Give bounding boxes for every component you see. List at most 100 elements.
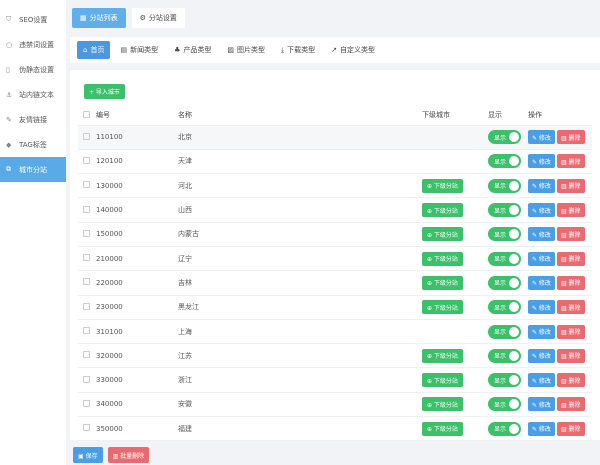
- delete-button[interactable]: ▥ 删除: [556, 275, 585, 290]
- show-toggle[interactable]: 显示: [488, 203, 522, 218]
- show-toggle[interactable]: 显示: [488, 130, 522, 145]
- delete-button[interactable]: ▥ 删除: [556, 251, 585, 266]
- sub-site-button[interactable]: ⊕ 下级分站: [422, 348, 463, 363]
- edit-button[interactable]: ✎ 修改: [528, 178, 555, 193]
- tab-0[interactable]: ▦ 分站列表: [72, 8, 126, 28]
- city-name: 江苏: [178, 343, 422, 369]
- sub-site-button[interactable]: ⊕ 下级分站: [422, 227, 463, 242]
- delete-button[interactable]: ▥ 删除: [556, 397, 585, 412]
- row-checkbox[interactable]: [83, 254, 90, 262]
- sub-site-button[interactable]: ⊕ 下级分站: [422, 373, 463, 388]
- row-checkbox[interactable]: [83, 399, 90, 407]
- show-toggle[interactable]: 显示: [488, 251, 522, 266]
- city-id: 120100: [96, 149, 178, 175]
- delete-button[interactable]: ▥ 删除: [556, 421, 585, 436]
- batch-delete-button[interactable]: ▥ 批量删除: [107, 447, 150, 463]
- city-name: 山西: [178, 197, 422, 223]
- edit-button[interactable]: ✎ 修改: [528, 421, 555, 436]
- row-checkbox[interactable]: [83, 375, 90, 383]
- show-toggle[interactable]: 显示: [488, 227, 522, 242]
- edit-button[interactable]: ✎ 修改: [528, 324, 555, 339]
- row-checkbox[interactable]: [83, 181, 90, 189]
- city-name: 浙江: [178, 367, 422, 393]
- show-toggle[interactable]: 显示: [488, 178, 522, 193]
- table-row: 320000 江苏 ⊕ 下级分站 显示 ✎ 修改 ▥ 删除: [78, 343, 592, 369]
- edit-button[interactable]: ✎ 修改: [528, 154, 555, 169]
- import-city-button[interactable]: + 导入城市: [84, 84, 125, 99]
- edit-button[interactable]: ✎ 修改: [528, 227, 555, 242]
- show-toggle[interactable]: 显示: [488, 397, 522, 412]
- sidebar-item-5[interactable]: ◆ TAG标签: [0, 132, 66, 157]
- sidebar-item-label: SEO设置: [19, 15, 48, 24]
- table-row: 210000 辽宁 ⊕ 下级分站 显示 ✎ 修改 ▥ 删除: [78, 246, 592, 272]
- subtab-2[interactable]: ♣ 产品类型: [168, 41, 217, 59]
- delete-button[interactable]: ▥ 删除: [556, 178, 585, 193]
- subtab-1[interactable]: ▤ 新闻类型: [114, 41, 164, 59]
- edit-button[interactable]: ✎ 修改: [528, 397, 555, 412]
- sidebar-item-0[interactable]: ⛉ SEO设置: [0, 7, 66, 32]
- delete-button[interactable]: ▥ 删除: [556, 203, 585, 218]
- row-checkbox[interactable]: [83, 278, 90, 286]
- toggle-label: 显示: [494, 426, 507, 434]
- edit-button[interactable]: ✎ 修改: [528, 203, 555, 218]
- row-checkbox[interactable]: [83, 351, 90, 359]
- subtab-5[interactable]: ↗ 自定义类型: [325, 41, 381, 59]
- delete-button[interactable]: ▥ 删除: [556, 348, 585, 363]
- shield-icon: ⛉: [6, 15, 12, 23]
- city-name: 安徽: [178, 392, 422, 418]
- show-toggle[interactable]: 显示: [488, 300, 522, 315]
- row-checkbox[interactable]: [83, 424, 90, 432]
- show-toggle[interactable]: 显示: [488, 348, 522, 363]
- sub-site-button[interactable]: ⊕ 下级分站: [422, 251, 463, 266]
- toggle-knob: [509, 205, 520, 216]
- row-checkbox[interactable]: [83, 156, 90, 164]
- sidebar-item-2[interactable]: ▯ 伪静态设置: [0, 57, 66, 82]
- toggle-label: 显示: [494, 158, 507, 166]
- save-button[interactable]: ▣ 保存: [73, 447, 103, 463]
- toggle-label: 显示: [494, 329, 507, 337]
- sub-site-button[interactable]: ⊕ 下级分站: [422, 275, 463, 290]
- select-all-checkbox[interactable]: [83, 110, 90, 118]
- sidebar-item-6[interactable]: ⧉ 城市分站: [0, 157, 66, 182]
- delete-button[interactable]: ▥ 删除: [556, 373, 585, 388]
- row-checkbox[interactable]: [83, 327, 90, 335]
- subtab-icon: ♣: [174, 46, 181, 54]
- delete-button[interactable]: ▥ 删除: [556, 130, 585, 145]
- city-table: 编号 名称 下级城市 显示 操作 110100 北京 显示 ✎ 修改 ▥ 删除 1…: [78, 106, 592, 442]
- edit-button[interactable]: ✎ 修改: [528, 373, 555, 388]
- show-toggle[interactable]: 显示: [488, 324, 522, 339]
- toggle-label: 显示: [494, 377, 507, 385]
- sidebar-item-3[interactable]: ⚓ 站内链文本: [0, 82, 66, 107]
- delete-button[interactable]: ▥ 删除: [556, 324, 585, 339]
- row-checkbox[interactable]: [83, 132, 90, 140]
- subtab-4[interactable]: ⤓ 下载类型: [275, 41, 321, 59]
- sub-site-button[interactable]: ⊕ 下级分站: [422, 300, 463, 315]
- tab-1[interactable]: ⚙ 分站设置: [131, 8, 185, 28]
- edit-button[interactable]: ✎ 修改: [528, 275, 555, 290]
- show-toggle[interactable]: 显示: [488, 154, 522, 169]
- show-toggle[interactable]: 显示: [488, 275, 522, 290]
- edit-button[interactable]: ✎ 修改: [528, 300, 555, 315]
- row-checkbox[interactable]: [83, 229, 90, 237]
- subtab-icon: ▨: [227, 46, 234, 54]
- sub-site-button[interactable]: ⊕ 下级分站: [422, 178, 463, 193]
- show-toggle[interactable]: 显示: [488, 421, 522, 436]
- sidebar-item-4[interactable]: ✎ 友情链接: [0, 107, 66, 132]
- delete-button[interactable]: ▥ 删除: [556, 154, 585, 169]
- edit-button[interactable]: ✎ 修改: [528, 348, 555, 363]
- table-row: 330000 浙江 ⊕ 下级分站 显示 ✎ 修改 ▥ 删除: [78, 367, 592, 393]
- show-toggle[interactable]: 显示: [488, 373, 522, 388]
- sub-site-button[interactable]: ⊕ 下级分站: [422, 203, 463, 218]
- table-row: 310100 上海 显示 ✎ 修改 ▥ 删除: [78, 319, 592, 345]
- row-checkbox[interactable]: [83, 205, 90, 213]
- sub-site-button[interactable]: ⊕ 下级分站: [422, 397, 463, 412]
- delete-button[interactable]: ▥ 删除: [556, 300, 585, 315]
- delete-button[interactable]: ▥ 删除: [556, 227, 585, 242]
- sidebar-item-1[interactable]: ○ 违禁词设置: [0, 32, 66, 57]
- row-checkbox[interactable]: [83, 302, 90, 310]
- sub-site-button[interactable]: ⊕ 下级分站: [422, 421, 463, 436]
- subtab-0[interactable]: ⌂ 首页: [77, 41, 111, 59]
- edit-button[interactable]: ✎ 修改: [528, 130, 555, 145]
- subtab-3[interactable]: ▨ 图片类型: [221, 41, 271, 59]
- edit-button[interactable]: ✎ 修改: [528, 251, 555, 266]
